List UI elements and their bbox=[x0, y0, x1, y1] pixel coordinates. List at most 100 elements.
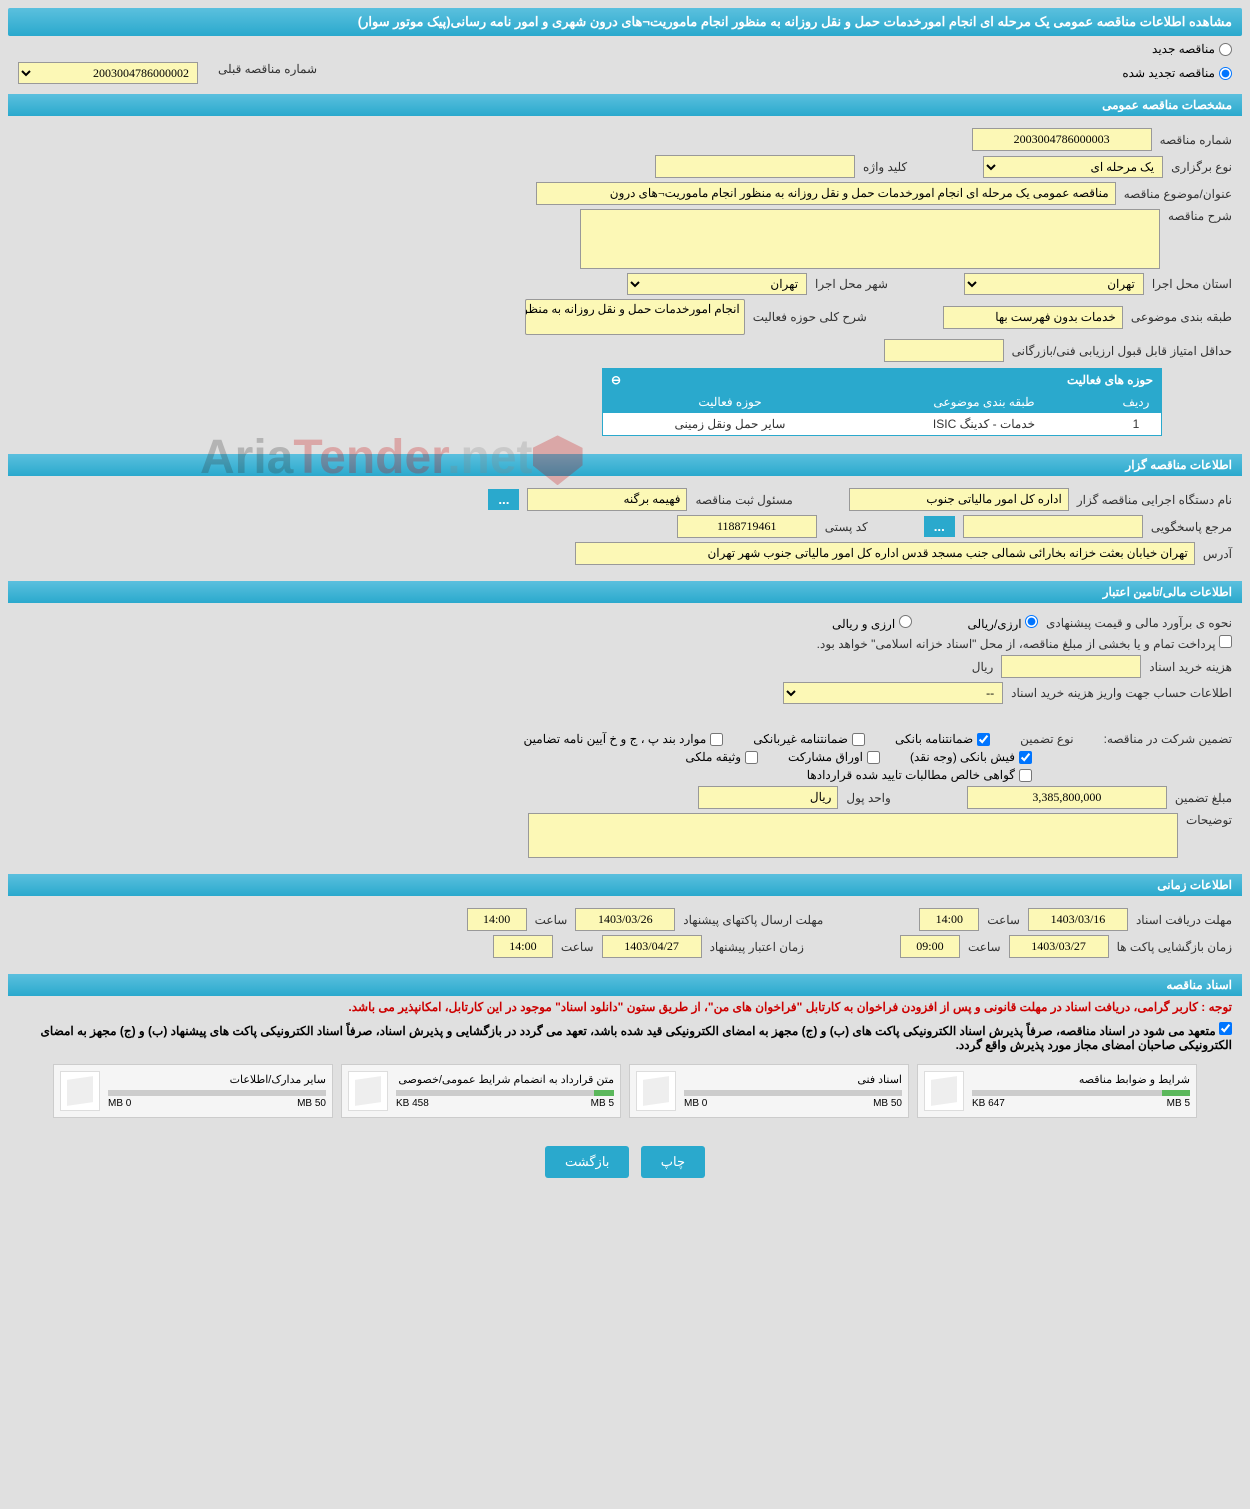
payment-note-check[interactable]: پرداخت تمام و یا بخشی از مبلغ مناقصه، از… bbox=[817, 635, 1232, 651]
method-label: نحوه ی برآورد مالی و قیمت پیشنهادی bbox=[1046, 616, 1232, 630]
city-select[interactable]: تهران bbox=[627, 273, 807, 295]
open-label: زمان بازگشایی پاکت ها bbox=[1117, 940, 1232, 954]
col-idx: ردیف bbox=[1111, 391, 1161, 413]
g-property[interactable]: وثیقه ملکی bbox=[685, 750, 758, 764]
footer-buttons: چاپ بازگشت bbox=[8, 1126, 1242, 1188]
postal-field[interactable] bbox=[677, 515, 817, 538]
keyword-field[interactable] bbox=[655, 155, 855, 178]
section-org: اطلاعات مناقصه گزار bbox=[8, 454, 1242, 476]
page-title: مشاهده اطلاعات مناقصه عمومی یک مرحله ای … bbox=[358, 14, 1232, 29]
notice-commit: متعهد می شود در اسناد مناقصه، صرفاً پذیر… bbox=[8, 1018, 1242, 1056]
org-form: نام دستگاه اجرایی مناقصه گزار مسئول ثبت … bbox=[8, 476, 1242, 577]
doc-grid: شرایط و ضوابط مناقصه 5 MB647 KB اسناد فن… bbox=[8, 1056, 1242, 1126]
tender-mode-group: مناقصه جدید bbox=[8, 36, 1242, 62]
doc-cost-label: هزینه خرید اسناد bbox=[1149, 660, 1232, 674]
resp-field[interactable] bbox=[963, 515, 1143, 538]
page-title-bar: مشاهده اطلاعات مناقصه عمومی یک مرحله ای … bbox=[8, 8, 1242, 36]
validity-date[interactable] bbox=[602, 935, 702, 958]
province-label: استان محل اجرا bbox=[1152, 277, 1232, 291]
amount-label: مبلغ تضمین bbox=[1175, 791, 1232, 805]
addr-field[interactable] bbox=[575, 542, 1195, 565]
g-nonbank[interactable]: ضمانتنامه غیربانکی bbox=[753, 732, 865, 746]
province-select[interactable]: تهران bbox=[964, 273, 1144, 295]
reg-lookup-button[interactable]: ... bbox=[488, 489, 519, 510]
reg-field[interactable] bbox=[527, 488, 687, 511]
notes-label: توضیحات bbox=[1186, 813, 1232, 827]
unit-label: واحد پول bbox=[846, 791, 890, 805]
close-icon[interactable]: ⊖ bbox=[611, 373, 621, 387]
packet-date[interactable] bbox=[575, 908, 675, 931]
doc-card[interactable]: سایر مدارک/اطلاعات 50 MB0 MB bbox=[53, 1064, 333, 1118]
doc-card[interactable]: متن قرارداد به انضمام شرایط عمومی/خصوصی … bbox=[341, 1064, 621, 1118]
time-form: مهلت دریافت اسناد ساعت مهلت ارسال پاکتها… bbox=[8, 896, 1242, 970]
guarantee-label: تضمین شرکت در مناقصه: bbox=[1104, 732, 1232, 746]
doc-deadline-time[interactable] bbox=[919, 908, 979, 931]
prev-tender-select[interactable]: 2003004786000002 bbox=[18, 62, 198, 84]
title-field[interactable] bbox=[536, 182, 1116, 205]
rial-label: ریال bbox=[972, 660, 994, 674]
print-button[interactable]: چاپ bbox=[641, 1146, 705, 1178]
doc-card[interactable]: اسناد فنی 50 MB0 MB bbox=[629, 1064, 909, 1118]
g-bylaw[interactable]: موارد بند پ ، ج و خ آیین نامه تضامین bbox=[524, 732, 724, 746]
tender-mode-group2: مناقصه تجدید شده شماره مناقصه قبلی 20030… bbox=[8, 62, 1242, 90]
section-time: اطلاعات زمانی bbox=[8, 874, 1242, 896]
postal-label: کد پستی bbox=[825, 520, 868, 534]
addr-label: آدرس bbox=[1203, 547, 1232, 561]
activity-table-title: حوزه های فعالیت bbox=[1067, 373, 1153, 387]
validity-label: زمان اعتبار پیشنهاد bbox=[710, 940, 804, 954]
back-button[interactable]: بازگشت bbox=[545, 1146, 629, 1178]
section-finance: اطلاعات مالی/تامین اعتبار bbox=[8, 581, 1242, 603]
tender-no-field[interactable] bbox=[972, 128, 1152, 151]
method-rial[interactable]: ارزی/ریالی bbox=[968, 615, 1038, 631]
commit-checkbox[interactable] bbox=[1219, 1022, 1232, 1035]
desc-field[interactable] bbox=[580, 209, 1160, 269]
activity-desc-select[interactable]: انجام امورخدمات حمل و نقل روزانه به منظو… bbox=[525, 299, 745, 335]
folder-icon bbox=[60, 1071, 100, 1111]
account-label: اطلاعات حساب جهت واریز هزینه خرید اسناد bbox=[1011, 686, 1232, 700]
org-name-field[interactable] bbox=[849, 488, 1069, 511]
method-fx[interactable]: ارزی و ریالی bbox=[832, 615, 912, 631]
folder-icon bbox=[924, 1071, 964, 1111]
section-docs: اسناد مناقصه bbox=[8, 974, 1242, 996]
keyword-label: کلید واژه bbox=[863, 160, 907, 174]
table-row: 1 خدمات - کدینگ ISIC سایر حمل ونقل زمینی bbox=[603, 413, 1161, 435]
doc-deadline-label: مهلت دریافت اسناد bbox=[1136, 913, 1232, 927]
resp-lookup-button[interactable]: ... bbox=[924, 516, 955, 537]
reg-label: مسئول ثبت مناقصه bbox=[695, 493, 792, 507]
type-label: نوع برگزاری bbox=[1171, 160, 1232, 174]
g-bonds[interactable]: اوراق مشارکت bbox=[788, 750, 880, 764]
section-general: مشخصات مناقصه عمومی bbox=[8, 94, 1242, 116]
activity-desc-label: شرح کلی حوزه فعالیت bbox=[753, 310, 867, 324]
min-score-label: حداقل امتیاز قابل قبول ارزیابی فنی/بازرگ… bbox=[1012, 344, 1232, 358]
subject-field[interactable] bbox=[943, 306, 1123, 329]
packet-time[interactable] bbox=[467, 908, 527, 931]
validity-time[interactable] bbox=[493, 935, 553, 958]
subject-label: طبقه بندی موضوعی bbox=[1131, 310, 1232, 324]
notice-red: توجه : کاربر گرامی، دریافت اسناد در مهلت… bbox=[8, 996, 1242, 1018]
desc-label: شرح مناقصه bbox=[1168, 209, 1232, 223]
folder-icon bbox=[348, 1071, 388, 1111]
folder-icon bbox=[636, 1071, 676, 1111]
amount-field[interactable] bbox=[967, 786, 1167, 809]
notes-field[interactable] bbox=[528, 813, 1178, 858]
radio-new[interactable]: مناقصه جدید bbox=[1152, 42, 1232, 56]
title-field-label: عنوان/موضوع مناقصه bbox=[1124, 187, 1232, 201]
general-form: شماره مناقصه نوع برگزاری یک مرحله ای کلی… bbox=[8, 116, 1242, 450]
account-select[interactable]: -- bbox=[783, 682, 1003, 704]
g-certify[interactable]: گواهی خالص مطالبات تایید شده قراردادها bbox=[807, 768, 1032, 782]
doc-cost-field[interactable] bbox=[1001, 655, 1141, 678]
doc-deadline-date[interactable] bbox=[1028, 908, 1128, 931]
prev-tender-label: شماره مناقصه قبلی bbox=[218, 62, 317, 84]
radio-renewed[interactable]: مناقصه تجدید شده bbox=[1122, 62, 1232, 84]
col-cat: طبقه بندی موضوعی bbox=[857, 391, 1111, 413]
finance-form: نحوه ی برآورد مالی و قیمت پیشنهادی ارزی/… bbox=[8, 603, 1242, 870]
open-date[interactable] bbox=[1009, 935, 1109, 958]
unit-field[interactable] bbox=[698, 786, 838, 809]
activity-table: حوزه های فعالیت ⊖ ردیف طبقه بندی موضوعی … bbox=[602, 368, 1162, 436]
open-time[interactable] bbox=[900, 935, 960, 958]
doc-card[interactable]: شرایط و ضوابط مناقصه 5 MB647 KB bbox=[917, 1064, 1197, 1118]
min-score-field[interactable] bbox=[884, 339, 1004, 362]
type-select[interactable]: یک مرحله ای bbox=[983, 156, 1163, 178]
g-cash[interactable]: فیش بانکی (وجه نقد) bbox=[910, 750, 1032, 764]
g-bank[interactable]: ضمانتنامه بانکی bbox=[895, 732, 990, 746]
